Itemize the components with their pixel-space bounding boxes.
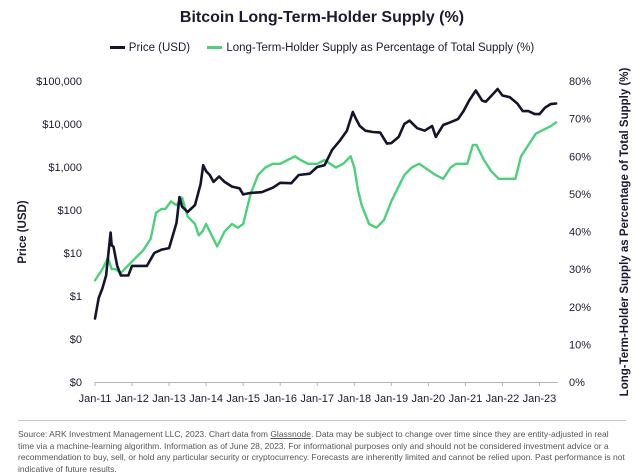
- chart-plot: $0 $0 $1 $10 $100 $1,000 $10,000 $100,000 0% 10% 2…: [17, 68, 631, 405]
- x-tick-label: Jan-12: [115, 393, 149, 405]
- y-left-tick-label: $0: [70, 377, 82, 389]
- legend-item-price: Price (USD): [109, 41, 191, 54]
- source-note: Source: ARK Investment Management LLC, 2…: [18, 429, 626, 475]
- legend-label-price: Price (USD): [128, 41, 191, 54]
- y-right-tick-label: 10%: [569, 339, 591, 351]
- x-tick-label: Jan-22: [486, 393, 520, 405]
- axes-layer: $0 $0 $1 $10 $100 $1,000 $10,000 $100,000 0% 10% 2…: [36, 76, 591, 405]
- x-tick-label: Jan-16: [263, 393, 297, 405]
- source-prefix: Source: ARK Investment Management LLC, 2…: [18, 429, 271, 439]
- chart-title: Bitcoin Long-Term-Holder Supply (%): [179, 9, 465, 26]
- y-left-tick-label: $100: [58, 205, 82, 217]
- y-left-tick-label: $100,000: [36, 76, 82, 88]
- y-left-tick-label: $0: [70, 334, 82, 346]
- x-tick-label: Jan-21: [449, 393, 483, 405]
- series-line-price: [93, 87, 558, 320]
- y-right-tick-label: 80%: [569, 76, 591, 88]
- source-suffix: . Data may be subject to change over tim…: [18, 429, 625, 474]
- x-tick-label: Jan-15: [226, 393, 260, 405]
- y-left-tick-label: $1: [70, 291, 82, 303]
- x-tick-label: Jan-13: [152, 393, 186, 405]
- x-tick-label: Jan-18: [337, 393, 371, 405]
- x-tick-label: Jan-14: [189, 393, 223, 405]
- x-tick-label: Jan-20: [412, 393, 446, 405]
- lines-layer: [93, 87, 558, 320]
- series-line-lth-supply: [93, 121, 558, 282]
- source-link-glassnode[interactable]: Glassnode: [270, 429, 311, 439]
- y-left-tick-label: $10: [64, 248, 82, 260]
- legend-label-lth-supply: Long-Term-Holder Supply as Percentage of…: [226, 41, 535, 54]
- legend-swatch-price: [109, 46, 125, 49]
- y-left-tick-label: $10,000: [42, 119, 82, 131]
- x-tick-label: Jan-11: [79, 393, 112, 405]
- y-right-tick-label: 20%: [569, 302, 591, 314]
- y-right-tick-label: 70%: [569, 114, 591, 126]
- y-axis-label-right: Long-Term-Holder Supply as Percentage of…: [619, 68, 631, 397]
- y-right-tick-label: 0%: [569, 377, 585, 389]
- legend-item-lth-supply: Long-Term-Holder Supply as Percentage of…: [207, 42, 534, 54]
- chart-legend: Price (USD) Long-Term-Holder Supply as P…: [0, 40, 644, 54]
- x-tick-label: Jan-23: [523, 393, 557, 405]
- y-right-tick-label: 50%: [569, 189, 591, 201]
- legend-swatch-lth-supply: [207, 46, 223, 49]
- x-tick-label: Jan-19: [374, 393, 408, 405]
- y-right-tick-label: 30%: [569, 264, 591, 276]
- footer-divider: [18, 420, 626, 421]
- y-axis-label-left: Price (USD): [17, 200, 29, 263]
- y-right-tick-label: 60%: [569, 151, 591, 163]
- y-right-tick-label: 40%: [569, 227, 591, 239]
- y-left-tick-label: $1,000: [48, 162, 82, 174]
- x-tick-label: Jan-17: [300, 393, 334, 405]
